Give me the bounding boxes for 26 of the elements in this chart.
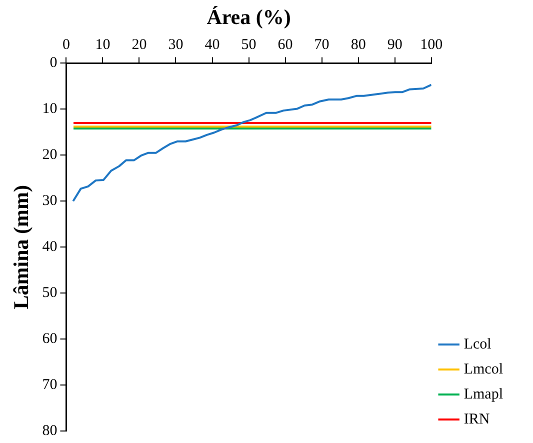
x-tick-label: 70 [314, 37, 330, 54]
y-tick-label: 60 [42, 330, 58, 347]
x-tick-label: 60 [278, 37, 293, 54]
y-tick-label: 20 [42, 147, 58, 164]
x-tick-label: 100 [420, 37, 443, 54]
x-axis-title: Área (%) [206, 5, 291, 30]
y-tick-label: 70 [42, 376, 58, 393]
x-tick-label: 40 [204, 37, 220, 54]
y-axis-title: Lâmina (mm) [9, 184, 34, 310]
x-tick-label: 80 [350, 37, 366, 54]
legend-label: Lcol [464, 336, 492, 352]
y-tick-label: 50 [42, 285, 58, 302]
y-tick-label: 0 [50, 55, 58, 72]
y-tick-label: 30 [42, 193, 58, 210]
y-tick-label: 40 [42, 239, 58, 256]
x-tick-label: 50 [241, 37, 256, 54]
x-tick-label: 0 [62, 37, 70, 54]
x-tick-label: 20 [132, 37, 147, 54]
y-tick-label: 80 [42, 422, 58, 439]
x-tick-label: 30 [168, 37, 184, 54]
x-tick-label: 10 [95, 37, 110, 54]
legend-label: Lmcol [464, 361, 503, 378]
x-tick-label: 90 [387, 37, 402, 54]
legend-label: IRN [464, 411, 490, 428]
legend-label: Lmapl [464, 386, 503, 402]
y-tick-label: 10 [42, 101, 58, 118]
